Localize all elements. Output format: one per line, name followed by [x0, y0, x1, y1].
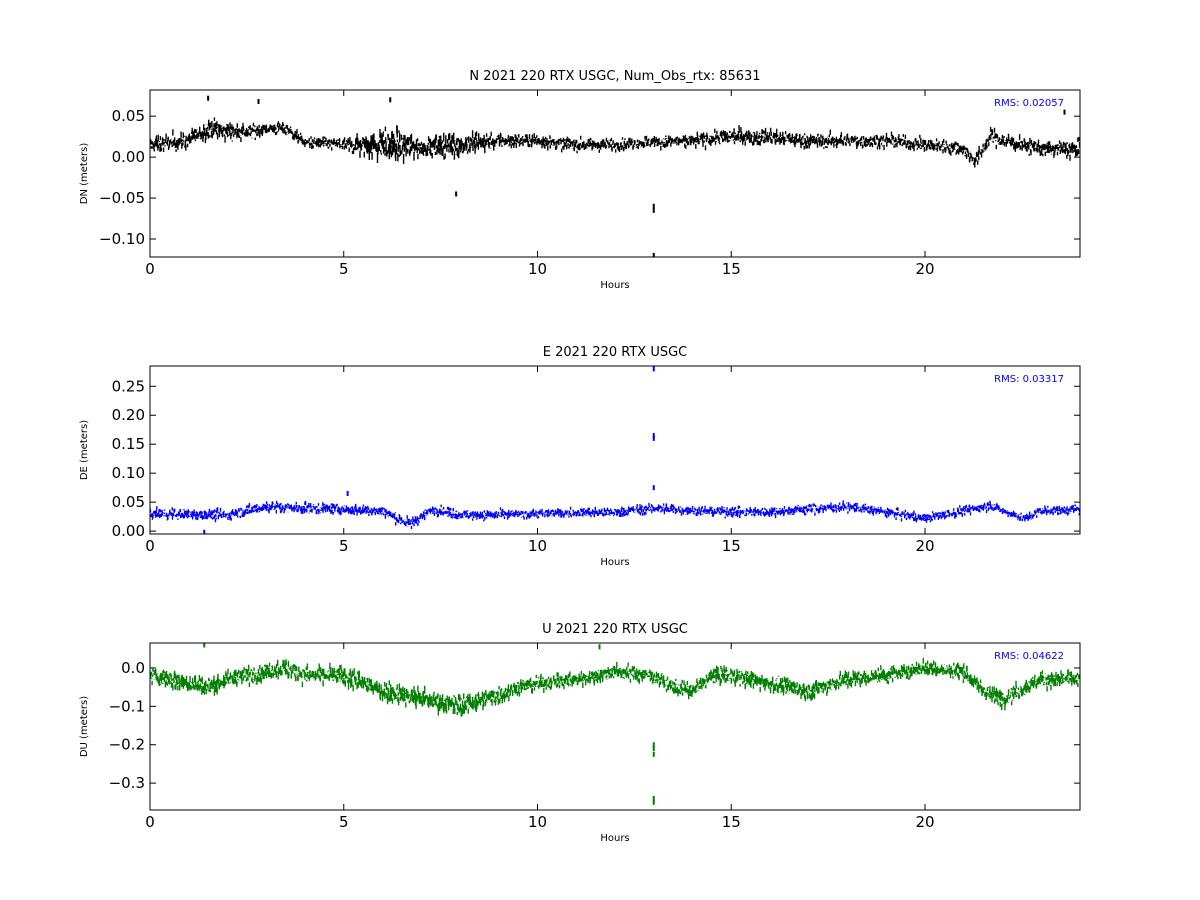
chart-title: N 2021 220 RTX USGC, Num_Obs_rtx: 85631 — [469, 69, 760, 84]
y-tick-label: 0.10 — [112, 464, 145, 482]
x-tick-label: 20 — [915, 537, 934, 555]
outlier-point — [598, 644, 601, 650]
x-tick-label: 5 — [339, 537, 349, 555]
chart-title: U 2021 220 RTX USGC — [542, 622, 688, 637]
y-axis-label: DU (meters) — [79, 696, 90, 757]
x-axis-label: Hours — [600, 833, 629, 844]
outlier-point — [652, 795, 655, 801]
x-tick-label: 10 — [528, 813, 547, 831]
x-tick-label: 10 — [528, 260, 547, 278]
outlier-point — [207, 95, 210, 101]
y-tick-label: 0.05 — [112, 107, 145, 125]
y-tick-label: 0.0 — [121, 659, 145, 677]
x-tick-label: 5 — [339, 813, 349, 831]
outlier-point — [652, 746, 655, 752]
outlier-point — [652, 433, 655, 439]
outlier-point — [652, 751, 655, 757]
x-tick-label: 10 — [528, 537, 547, 555]
outlier-point — [652, 203, 655, 209]
chart-panel-2: 0 5 10 15 20 0.0 −0.1 −0.2 −0.3 U 2021 220 RTX US… — [79, 622, 1081, 844]
x-axis-label: Hours — [600, 557, 629, 568]
rms-annotation: RMS: 0.04622 — [994, 651, 1064, 662]
outlier-point — [1063, 109, 1066, 115]
y-tick-label: −0.3 — [109, 774, 145, 792]
data-series — [150, 643, 1080, 805]
y-tick-label: 0.25 — [112, 377, 145, 395]
outlier-point — [455, 191, 458, 197]
plot-frame — [149, 89, 1081, 258]
outlier-point — [652, 435, 655, 441]
x-tick-label: 20 — [915, 813, 934, 831]
outlier-point — [652, 742, 655, 748]
y-axis-label: DN (meters) — [79, 143, 90, 205]
x-tick-label: 15 — [722, 260, 741, 278]
outlier-point — [652, 207, 655, 213]
x-tick-label: 20 — [915, 260, 934, 278]
y-tick-label: −0.1 — [109, 697, 145, 715]
y-tick-label: −0.2 — [109, 736, 145, 754]
y-tick-label: 0.15 — [112, 435, 145, 453]
outlier-point — [652, 366, 655, 372]
x-tick-label: 15 — [722, 537, 741, 555]
chart-panel-0: 0 5 10 15 20 0.05 0.00 −0.05 −0.10 N 2021 220 RTX… — [79, 69, 1081, 291]
x-tick-label: 0 — [145, 813, 155, 831]
x-tick-label: 5 — [339, 260, 349, 278]
chart-panel-1: 0 5 10 15 20 0.25 0.20 0.15 0.10 0.05 0.00 E 2021 2… — [79, 345, 1081, 568]
y-tick-label: 0.00 — [112, 148, 145, 166]
plot-frame — [149, 642, 1081, 811]
x-axis-label: Hours — [600, 280, 629, 291]
plot-frame — [149, 365, 1081, 535]
outlier-point — [652, 485, 655, 491]
x-tick-label: 0 — [145, 537, 155, 555]
x-tick-label: 15 — [722, 813, 741, 831]
chart-title: E 2021 220 RTX USGC — [543, 345, 688, 360]
rms-annotation: RMS: 0.02057 — [994, 98, 1064, 109]
y-tick-label: 0.00 — [112, 522, 145, 540]
outlier-point — [652, 252, 655, 257]
outlier-point — [652, 799, 655, 805]
outlier-point — [257, 98, 260, 104]
rms-annotation: RMS: 0.03317 — [994, 374, 1064, 385]
y-axis-label: DE (meters) — [79, 420, 90, 480]
y-tick-label: −0.10 — [99, 230, 145, 248]
outlier-point — [203, 643, 206, 648]
data-series — [150, 366, 1080, 534]
outlier-point — [389, 97, 392, 103]
outlier-point — [203, 529, 206, 534]
y-tick-label: −0.05 — [99, 189, 145, 207]
outlier-point — [346, 490, 349, 496]
y-tick-label: 0.20 — [112, 406, 145, 424]
data-series — [150, 95, 1080, 257]
y-tick-label: 0.05 — [112, 493, 145, 511]
x-tick-label: 0 — [145, 260, 155, 278]
